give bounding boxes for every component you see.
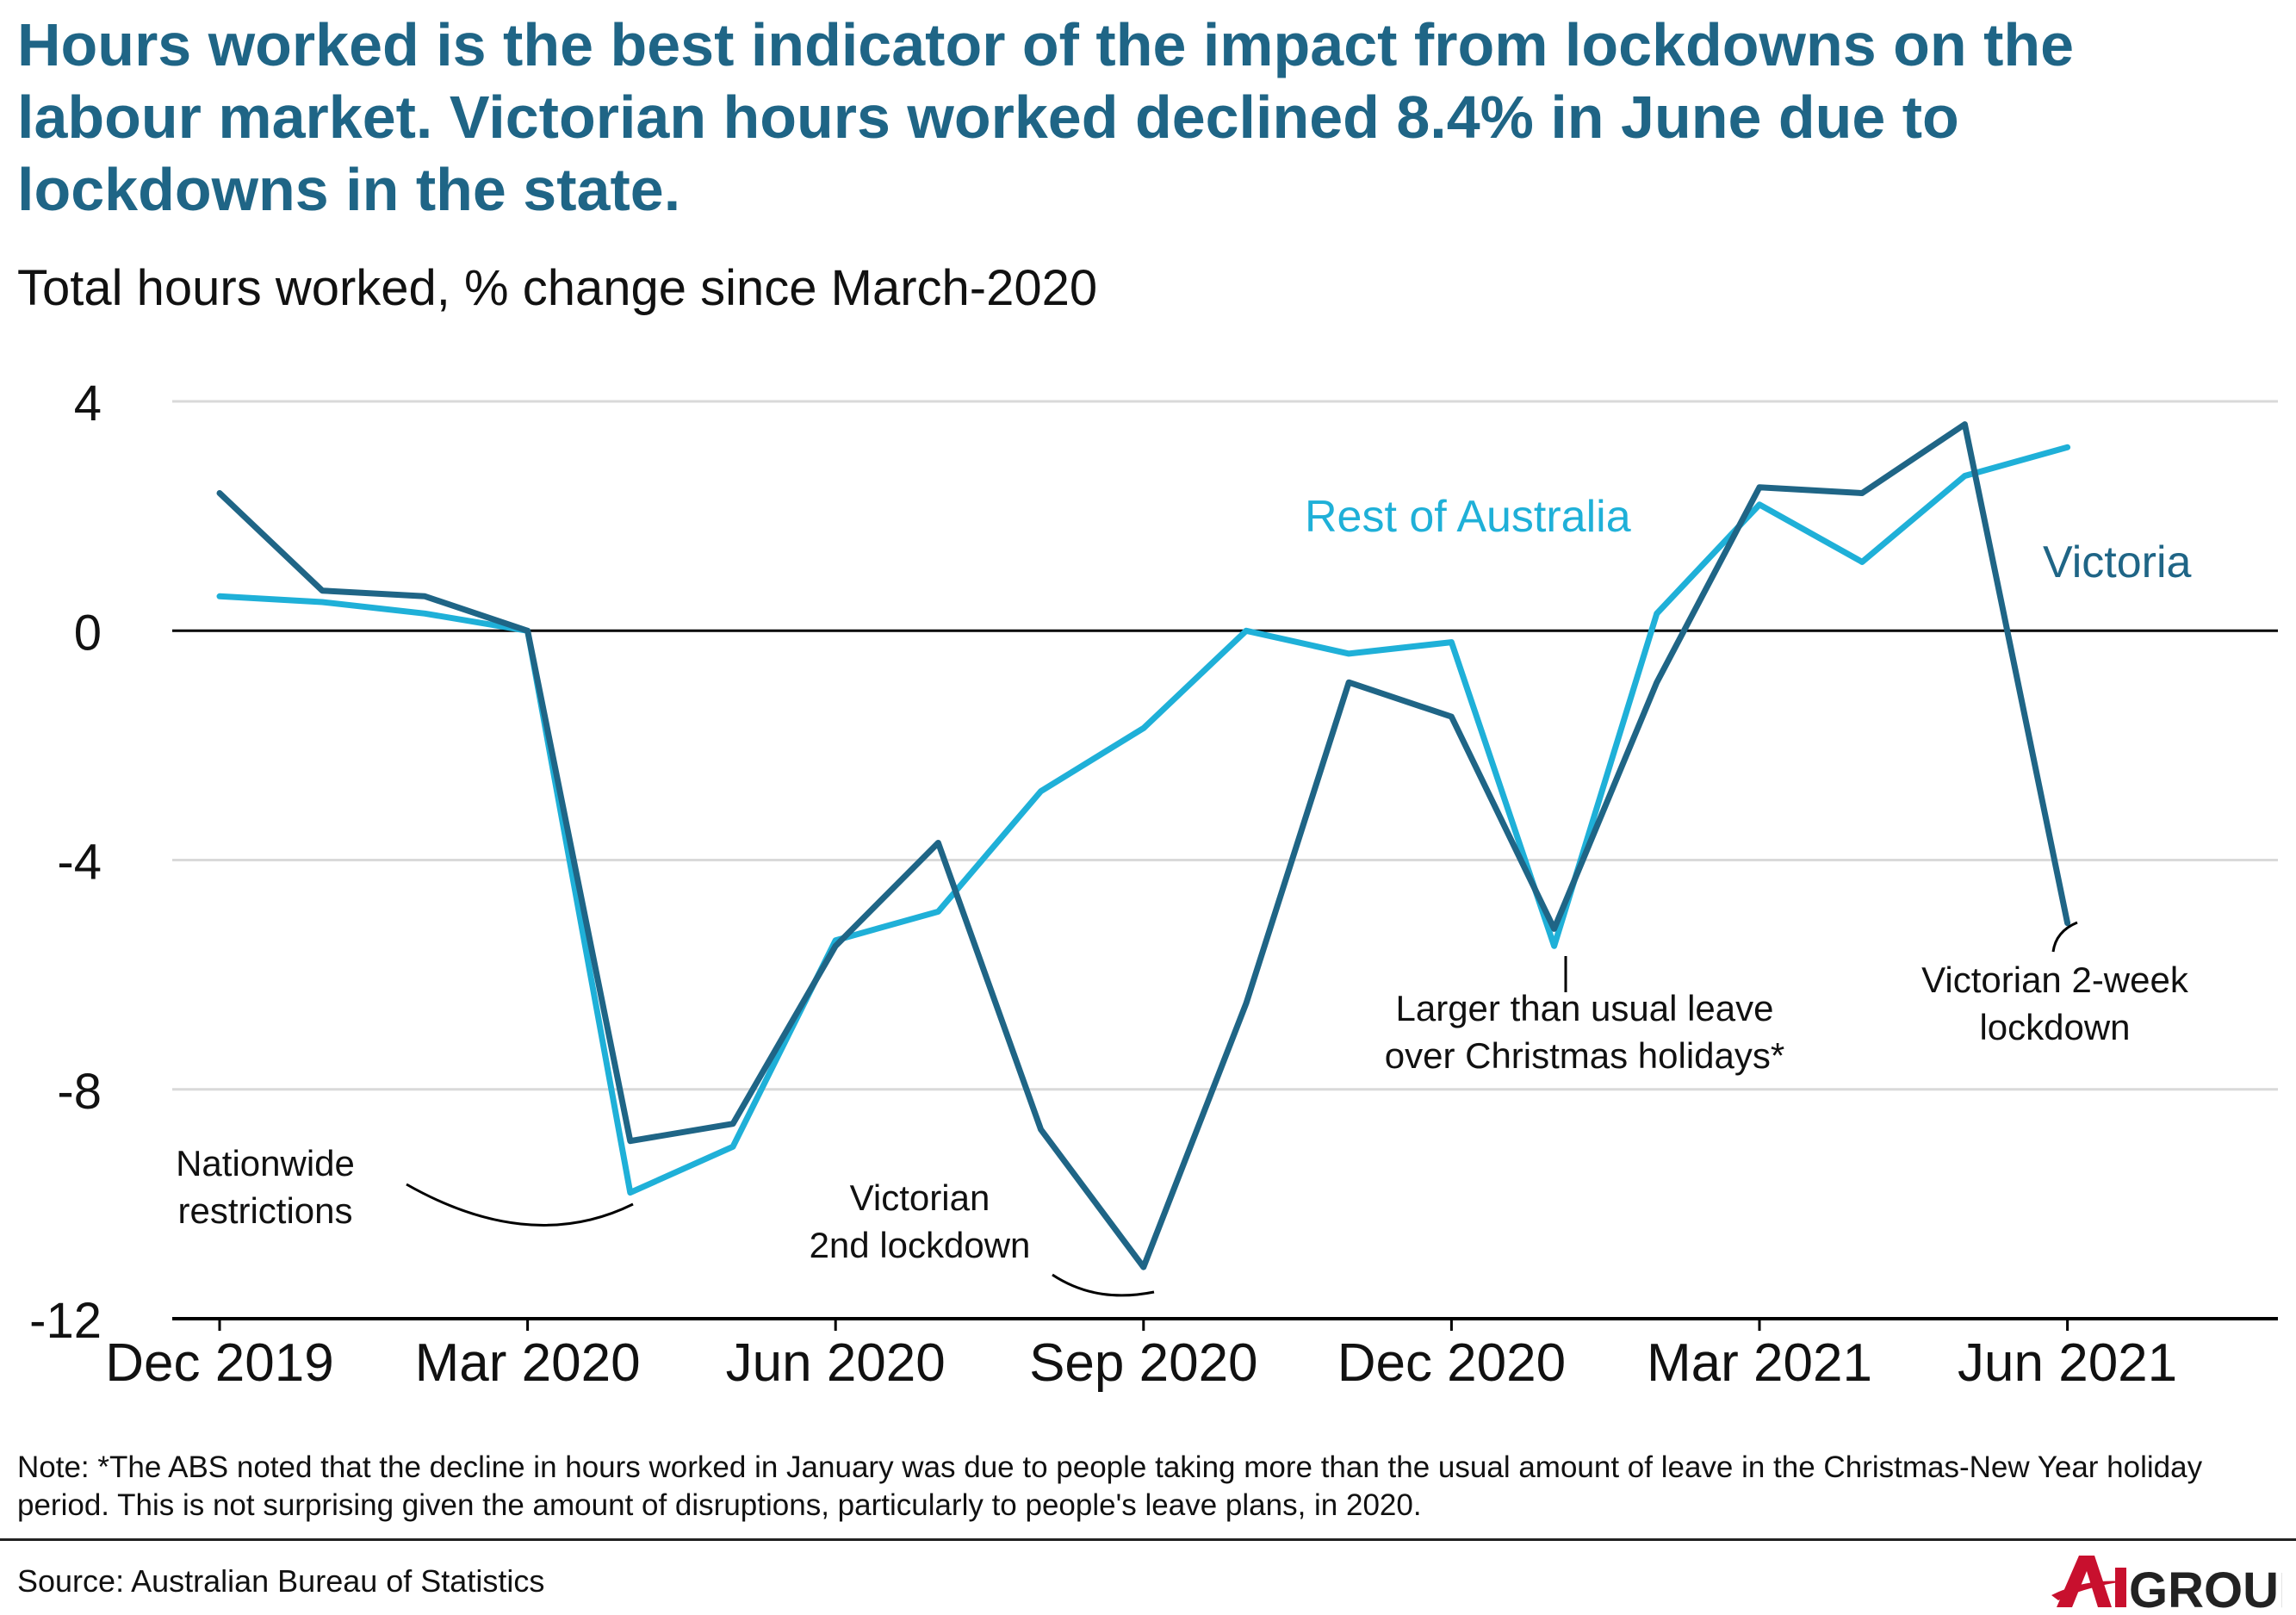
x-tick-label: Jun 2020 xyxy=(726,1333,946,1393)
x-tick-label: Dec 2019 xyxy=(105,1333,333,1393)
aigroup-logo: GROUP xyxy=(2051,1556,2282,1611)
logo-i-mark xyxy=(2115,1568,2126,1607)
y-tick-label: 0 xyxy=(74,605,102,661)
series-label-rest-of-australia: Rest of Australia xyxy=(1305,492,1631,542)
chart-title: Hours worked is the best indicator of th… xyxy=(17,11,2075,223)
series-group xyxy=(216,421,2071,1270)
annotation-vic2week-connector xyxy=(2051,921,2078,953)
annotation-vic2nd-connector xyxy=(1052,1273,1155,1297)
x-tick-label: Sep 2020 xyxy=(1029,1333,1257,1393)
annotation-nationwide-line1: Nationwide xyxy=(176,1143,355,1183)
x-tick-label: Mar 2021 xyxy=(1647,1333,1872,1393)
logo-group-text: GROUP xyxy=(2129,1562,2282,1611)
line-chart: 4 0 -4 -8 -12 Dec 2019 Mar 2020 Jun 2020 Sep 20… xyxy=(29,376,2278,1393)
x-tick-label: Jun 2021 xyxy=(1958,1333,2177,1393)
y-tick-label: -8 xyxy=(57,1064,102,1120)
annotation-vic2nd-line1: Victorian xyxy=(850,1177,990,1218)
annotation-vic2week-line2: lockdown xyxy=(1979,1007,2130,1047)
y-tick-label: -12 xyxy=(29,1293,102,1349)
y-tick-label: -4 xyxy=(57,835,102,891)
footer-divider xyxy=(0,1538,2296,1541)
grid-lines xyxy=(172,400,2278,1091)
chart-note: Note: *The ABS noted that the decline in… xyxy=(17,1450,2203,1522)
y-tick-label: 4 xyxy=(74,376,102,432)
annotation-vic2nd-line2: 2nd lockdown xyxy=(810,1225,1031,1265)
series-line-rest-of-australia xyxy=(216,444,2071,1196)
chart-source: Source: Australian Bureau of Statistics xyxy=(17,1563,545,1599)
series-labels: Rest of Australia Victoria xyxy=(1305,492,2192,587)
y-axis-tick-labels: 4 0 -4 -8 -12 xyxy=(29,376,102,1349)
annotation-nationwide-line2: restrictions xyxy=(177,1190,352,1231)
series-line-victoria xyxy=(216,421,2071,1270)
series-label-victoria: Victoria xyxy=(2043,537,2192,587)
annotations: Nationwide restrictions Victorian 2nd lo… xyxy=(176,921,2189,1297)
x-axis: Dec 2019 Mar 2020 Jun 2020 Sep 2020 Dec 2020… xyxy=(105,1317,2278,1393)
annotation-nationwide-connector xyxy=(406,1183,634,1227)
annotation-christmas-line1: Larger than usual leave xyxy=(1396,988,1774,1028)
annotation-christmas-line2: over Christmas holidays* xyxy=(1385,1035,1785,1076)
annotation-vic2week-line1: Victorian 2-week xyxy=(1921,960,2189,1000)
x-tick-label: Mar 2020 xyxy=(415,1333,641,1393)
logo-swoosh xyxy=(2051,1581,2124,1600)
chart-subtitle: Total hours worked, % change since March… xyxy=(17,260,1098,316)
x-tick-label: Dec 2020 xyxy=(1337,1333,1566,1393)
